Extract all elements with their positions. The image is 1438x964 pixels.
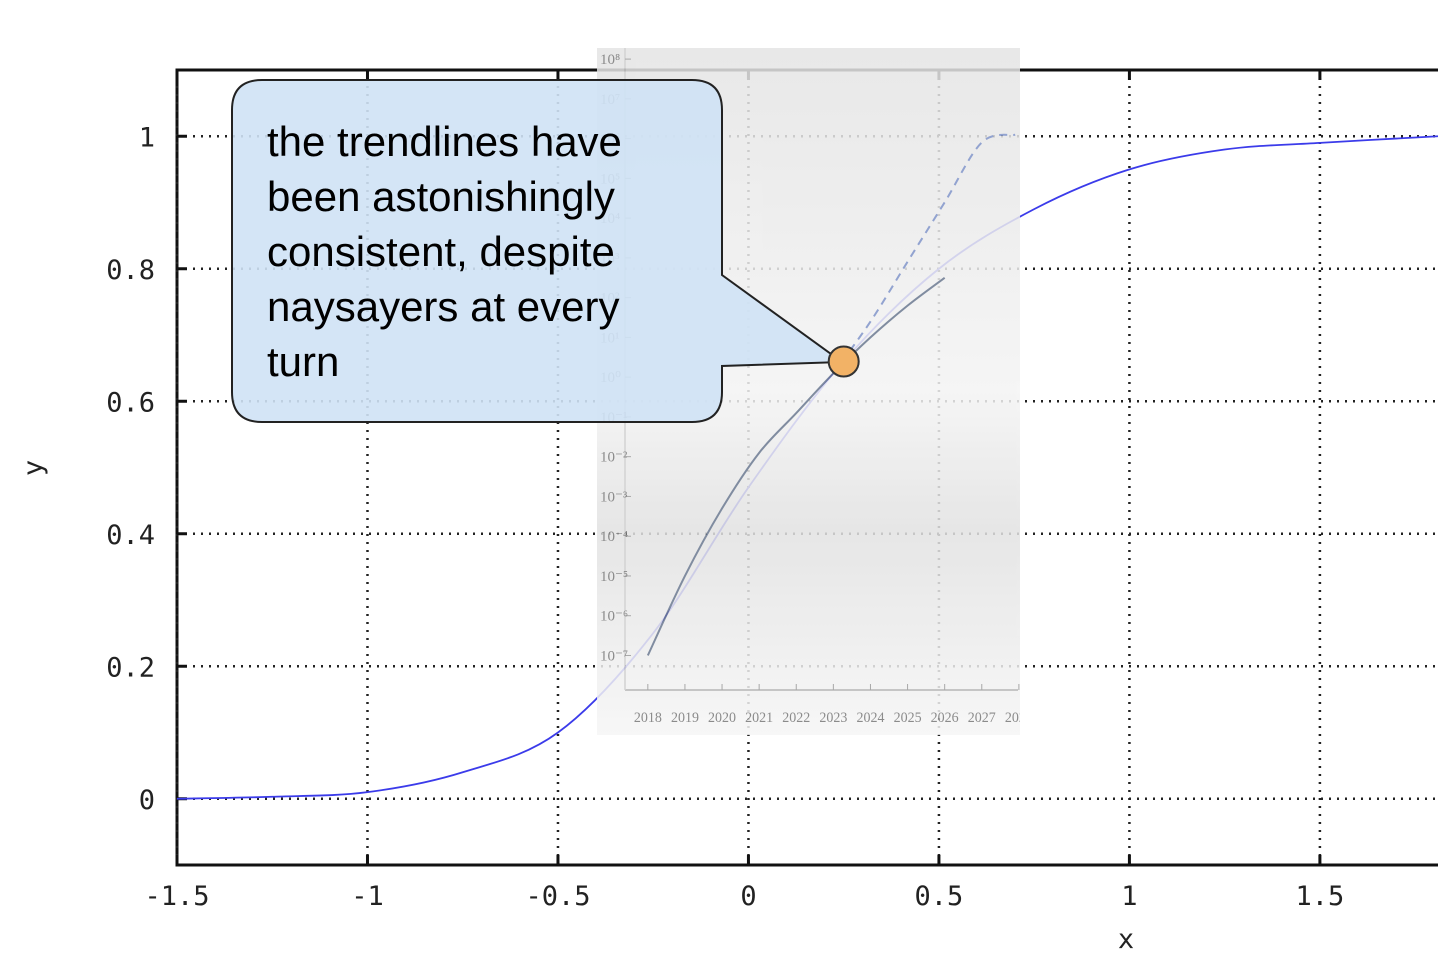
x-tick-label: 1 xyxy=(1121,881,1137,912)
x-tick-label: -1 xyxy=(351,881,384,912)
callout-text-box: the trendlines have been astonishingly c… xyxy=(267,118,622,385)
y-tick-label: 10⁻⁷ xyxy=(600,648,628,664)
x-axis-label: x xyxy=(1118,924,1134,955)
x-tick-label: 2025 xyxy=(894,710,922,726)
x-tick-label: 0 xyxy=(740,881,756,912)
x-tick-label: 2018 xyxy=(634,710,662,726)
x-tick-label: 2020 xyxy=(708,710,736,726)
callout-box xyxy=(231,79,845,423)
inset-line xyxy=(832,133,1016,374)
inset-line xyxy=(646,276,946,656)
x-tick-label: 2023 xyxy=(819,710,847,726)
x-tick-label: 1.5 xyxy=(1296,881,1345,912)
x-tick-label: 2019 xyxy=(671,710,699,726)
callout-text: the trendlines have been astonishingly c… xyxy=(267,118,622,385)
y-tick-label: 10⁻⁴ xyxy=(600,529,628,545)
y-tick-label: 1 xyxy=(139,122,155,153)
x-tick-label: 2022 xyxy=(782,710,810,726)
y-tick-label: 10⁻⁶ xyxy=(600,609,628,625)
x-tick-label: 2024 xyxy=(856,710,884,726)
x-tick-label: 0.5 xyxy=(915,881,964,912)
x-tick-label: 2026 xyxy=(931,710,959,726)
y-tick-label: 0.8 xyxy=(106,255,155,286)
x-tick-label: 2027 xyxy=(968,710,996,726)
x-tick-label: -0.5 xyxy=(525,881,590,912)
x-tick-label: 2021 xyxy=(745,710,773,726)
main-chart: -1.5 -1 -0.5 0 0.5 1 1.5 0 0.2 0.4 0.6 0.8 1 x y xyxy=(18,68,1438,955)
callout: the trendlines have been astonishingly c… xyxy=(231,79,845,423)
y-tick-label: 10⁸ xyxy=(600,52,620,68)
annotation-marker xyxy=(827,345,860,378)
y-tick-label: 10⁻² xyxy=(600,450,628,466)
y-tick-label: 0.2 xyxy=(106,652,155,683)
y-tick-label: 10⁻³ xyxy=(600,489,628,505)
y-tick-label: 10⁻⁵ xyxy=(600,569,628,585)
y-axis-label: y xyxy=(18,460,49,476)
y-tick-label: 0.4 xyxy=(106,520,155,551)
y-tick-label: 0 xyxy=(139,785,155,816)
y-tick-label: 0.6 xyxy=(106,387,155,418)
x-tick-label: -1.5 xyxy=(144,881,209,912)
x-tick-label: 2028 xyxy=(1005,710,1033,726)
